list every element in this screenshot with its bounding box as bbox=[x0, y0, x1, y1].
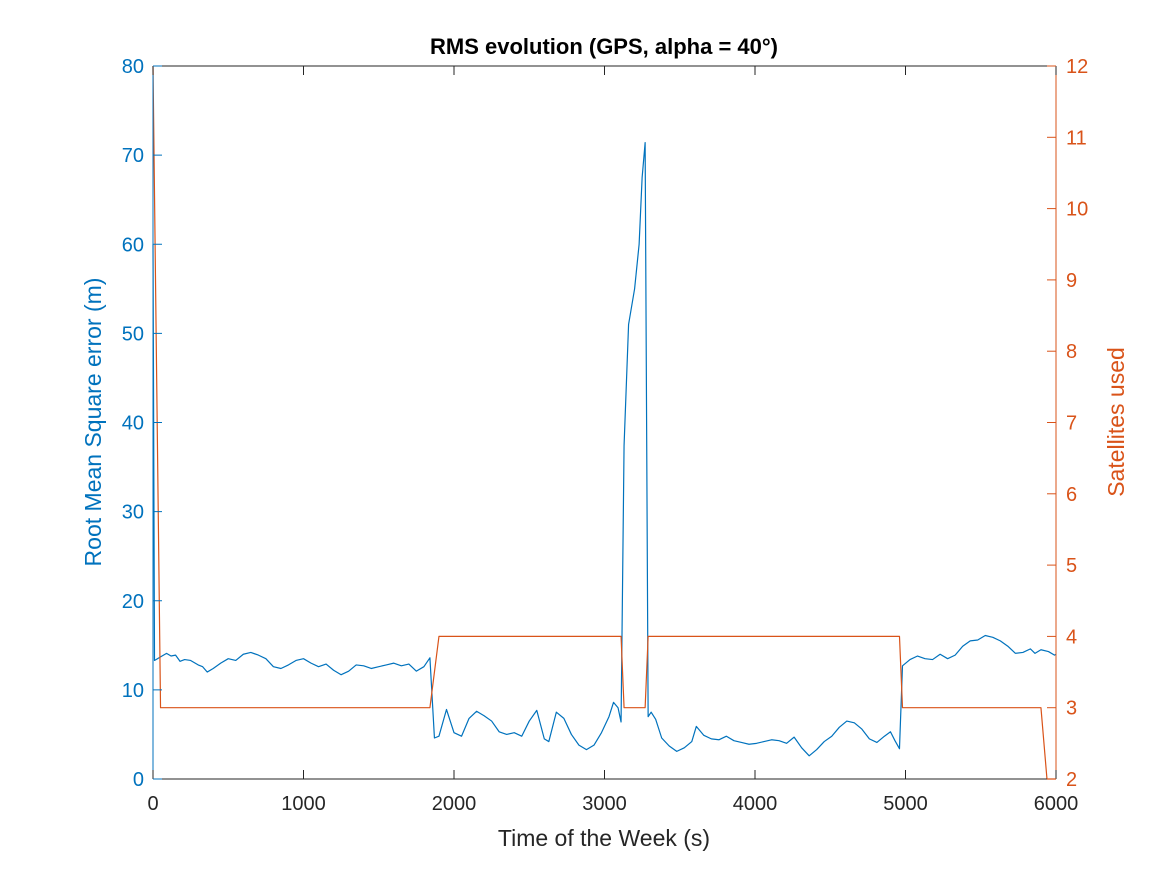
x-tick-label: 4000 bbox=[733, 793, 778, 815]
y-right-tick-label: 8 bbox=[1066, 341, 1077, 363]
y-right-tick-label: 7 bbox=[1066, 413, 1077, 435]
satellites-used-line bbox=[152, 65, 1056, 780]
y-left-tick-label: 50 bbox=[122, 323, 144, 345]
y-right-tick-label: 10 bbox=[1066, 199, 1088, 221]
y-right-tick-label: 9 bbox=[1066, 270, 1077, 292]
ticks-layer: 0 1000 2000 3000 4000 5000 6000 0 10 20 30 40 50 60 70… bbox=[122, 56, 1089, 815]
y-left-tick-label: 10 bbox=[122, 680, 144, 702]
rms-error-line bbox=[152, 142, 1057, 757]
y-left-tick-label: 30 bbox=[122, 502, 144, 524]
x-tick-label: 2000 bbox=[432, 793, 477, 815]
y-right-tick-label: 4 bbox=[1066, 626, 1077, 648]
y-right-axis-label: Satellites used bbox=[1103, 347, 1129, 497]
y-left-tick-label: 20 bbox=[122, 591, 144, 613]
y-left-tick-label: 40 bbox=[122, 413, 144, 435]
x-tick-label: 3000 bbox=[582, 793, 627, 815]
y-left-tick-label: 0 bbox=[133, 769, 144, 791]
y-right-tick-label: 6 bbox=[1066, 484, 1077, 506]
x-tick-label: 1000 bbox=[281, 793, 326, 815]
y-right-tick-label: 11 bbox=[1066, 127, 1087, 149]
y-right-tick-label: 12 bbox=[1066, 56, 1088, 78]
x-tick-label: 6000 bbox=[1034, 793, 1079, 815]
y-left-tick-label: 70 bbox=[122, 145, 144, 167]
x-tick-label: 0 bbox=[147, 793, 158, 815]
chart-title: RMS evolution (GPS, alpha = 40°) bbox=[430, 34, 778, 59]
x-axis-label: Time of the Week (s) bbox=[498, 825, 710, 851]
x-tick-label: 5000 bbox=[883, 793, 928, 815]
y-left-axis-label: Root Mean Square error (m) bbox=[80, 278, 106, 567]
y-right-tick-label: 5 bbox=[1066, 555, 1077, 577]
y-right-tick-label: 3 bbox=[1066, 698, 1077, 720]
y-left-tick-label: 60 bbox=[122, 234, 144, 256]
y-left-tick-label: 80 bbox=[122, 56, 144, 78]
series-layer bbox=[152, 65, 1057, 780]
y-right-tick-label: 2 bbox=[1066, 769, 1077, 791]
